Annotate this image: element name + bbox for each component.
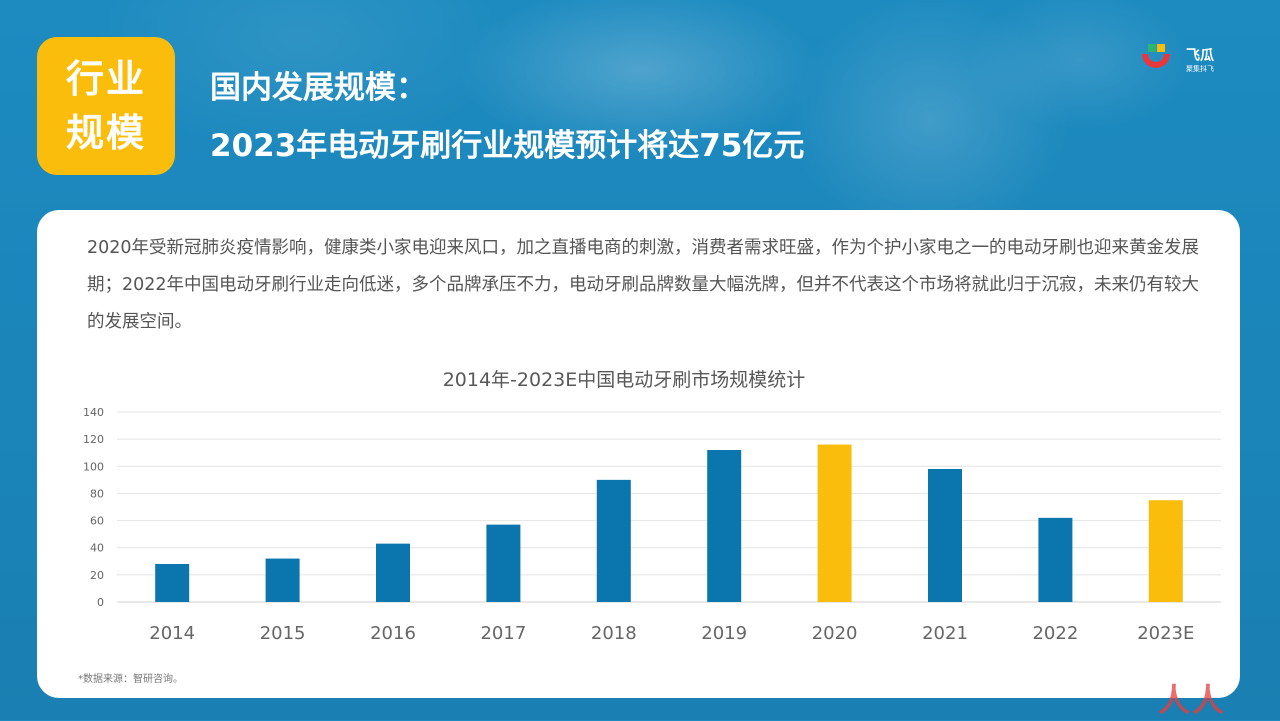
chart-title: 2014年-2023E中国电动牙刷市场规模统计 [442, 369, 806, 391]
logo-subtitle: 聚集抖飞 [1186, 65, 1214, 73]
bar-2021 [928, 469, 962, 602]
x-tick-label: 2020 [812, 623, 858, 644]
badge-line-2: 规模 [65, 111, 146, 155]
content-card [37, 210, 1240, 698]
page-title-line-1: 国内发展规模： [210, 70, 427, 106]
x-tick-label: 2023E [1137, 623, 1194, 644]
y-tick-label: 140 [83, 406, 104, 419]
bar-2014 [155, 564, 190, 602]
y-tick-label: 100 [83, 460, 104, 473]
y-tick-label: 80 [90, 487, 104, 500]
y-tick-label: 0 [97, 596, 104, 609]
bar-2015 [265, 558, 300, 602]
bar-2020 [817, 444, 852, 602]
bar-2023E [1148, 500, 1183, 602]
bar-2017 [486, 524, 521, 602]
watermark-logo: 人人 [1158, 681, 1227, 719]
x-tick-label: 2015 [260, 623, 306, 644]
bar-2016 [376, 543, 410, 602]
logo-name: 飞瓜 [1186, 48, 1214, 64]
x-tick-label: 2016 [370, 623, 416, 644]
x-tick-label: 2014 [149, 623, 195, 644]
x-tick-label: 2022 [1032, 623, 1078, 644]
x-tick-label: 2018 [591, 623, 637, 644]
y-tick-label: 20 [90, 569, 104, 582]
section-badge: 行业 规模 [37, 37, 175, 175]
x-tick-label: 2019 [701, 623, 747, 644]
bar-2022 [1038, 517, 1073, 602]
x-tick-label: 2017 [480, 623, 526, 644]
data-source-note: *数据来源：智研咨询。 [78, 674, 183, 685]
bar-2019 [707, 450, 742, 602]
logo-icon [1142, 44, 1170, 68]
badge-line-1: 行业 [65, 57, 146, 101]
page-title-line-2: 2023年电动牙刷行业规模预计将达75亿元 [210, 128, 805, 164]
x-tick-label: 2021 [922, 623, 968, 644]
description-text: 2020年受新冠肺炎疫情影响，健康类小家电迎来风口，加之直播电商的刺激，消费者需… [87, 238, 1200, 332]
y-tick-label: 40 [90, 542, 104, 555]
bar-2018 [596, 479, 631, 602]
y-tick-label: 60 [90, 515, 104, 528]
y-tick-label: 120 [83, 433, 104, 446]
